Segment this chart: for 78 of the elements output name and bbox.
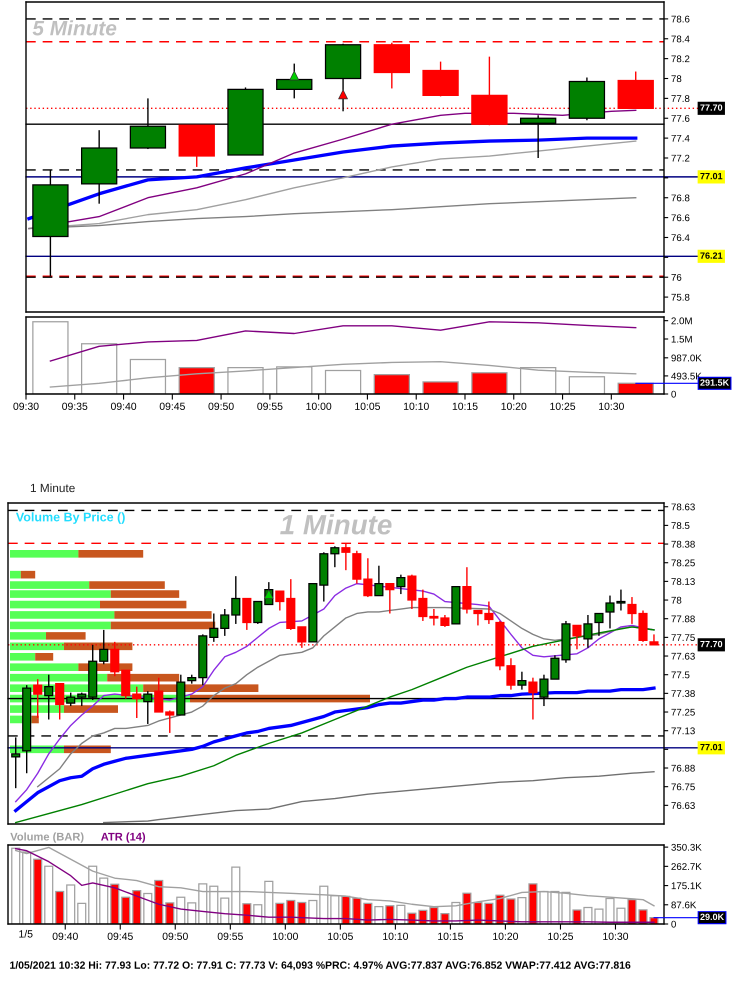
- y-tick-label: 87.6K: [671, 902, 696, 908]
- y-tick-label: 78.6: [671, 16, 690, 23]
- x-tick-label: 10:05: [328, 932, 353, 940]
- x-tick-label: 10:00: [273, 932, 298, 940]
- y-tick-label: 76.6: [671, 214, 690, 222]
- y-tick-label: 0: [671, 920, 676, 928]
- y-tick-label: 78: [671, 596, 682, 604]
- x-tick-label: 10:30: [599, 402, 624, 410]
- y-tick-label: 350.3K: [671, 844, 702, 851]
- y-tick-label: 262.7K: [671, 863, 702, 870]
- ref-line-label: 77.70: [700, 104, 722, 111]
- y-tick-label: 76.63: [671, 802, 695, 809]
- x-tick-label: 10:10: [404, 402, 429, 410]
- y-tick-label: 77.38: [671, 690, 695, 697]
- x-tick-label: 10:00: [306, 402, 332, 410]
- y-tick-label: 78.5: [671, 522, 690, 530]
- y-tick-label: 2.0M: [671, 317, 692, 324]
- x-tick-label: 09:45: [108, 932, 133, 940]
- annotation: 291.5K: [700, 379, 730, 386]
- ref-line-label: 77.70: [700, 640, 722, 648]
- y-tick-label: 77.88: [671, 615, 695, 622]
- ref-line-label: 77.01: [700, 172, 722, 180]
- y-tick-label: 77.25: [671, 708, 695, 716]
- text: 5 Minute: [32, 20, 116, 36]
- annotation: 29.0K: [700, 914, 724, 920]
- x-tick-label: 09:40: [52, 932, 78, 940]
- y-tick-label: 175.1K: [672, 882, 702, 890]
- x-tick-label: 10:05: [355, 402, 380, 410]
- chart-title: 1 Minute: [280, 514, 392, 535]
- y-tick-label: 77.75: [671, 634, 695, 641]
- y-tick-label: 78.25: [671, 559, 695, 566]
- y-tick-label: 77.2: [671, 154, 690, 162]
- y-tick-label: 987.0K: [671, 354, 702, 362]
- y-tick-label: 78.2: [671, 55, 690, 62]
- y-tick-label: 78: [671, 75, 682, 82]
- x-tick-label: 10:15: [438, 932, 463, 940]
- x-tick-label: 09:55: [257, 402, 282, 410]
- x-tick-label: 10:20: [502, 402, 526, 410]
- x-tick-label: 10:25: [550, 402, 576, 410]
- x-tick-label: 10:10: [383, 932, 408, 940]
- x-tick-label: 09:30: [13, 402, 39, 410]
- y-tick-label: 77.8: [671, 95, 690, 102]
- x-tick-label: 10:20: [493, 932, 518, 940]
- y-tick-label: 76.8: [671, 194, 690, 202]
- y-tick-label: 77.4: [671, 134, 690, 142]
- y-tick-label: 78.13: [671, 578, 695, 585]
- y-tick-label: 76: [671, 274, 682, 281]
- y-tick-label: 76.4: [671, 234, 690, 242]
- x-tick-label: 09:50: [208, 402, 234, 410]
- x-tick-label: 09:40: [110, 402, 136, 410]
- x-tick-label: 10:30: [603, 932, 628, 940]
- y-tick-label: 76.88: [671, 764, 695, 772]
- y-tick-label: 0: [671, 390, 676, 398]
- y-tick-label: 1.5M: [672, 336, 692, 343]
- x-axis-title: 1/5: [19, 930, 33, 938]
- text: ATR (14): [101, 832, 146, 843]
- y-tick-label: 493.5K: [671, 372, 702, 380]
- text: 1/05/2021 10:32 Hi: 77.93 Lo: 77.72 O: 77.91 C: 77.73 V: 64,093 %PRC: 4.97% AVG:77.837 AVG:76.852 VWAP:77.412 AVG:77.816: [10, 961, 630, 970]
- x-tick-label: 10:15: [452, 402, 478, 410]
- y-tick-label: 75.8: [671, 294, 690, 301]
- x-tick-label: 09:55: [218, 932, 243, 940]
- x-tick-label: 09:50: [162, 932, 188, 940]
- text: Volume By Price (): [16, 512, 125, 524]
- y-tick-label: 78.38: [671, 540, 695, 548]
- series-label: Volume (BAR): [10, 832, 84, 843]
- y-tick-label: 78.63: [671, 503, 695, 510]
- y-tick-label: 77.63: [671, 652, 695, 660]
- ref-line-label: 76.21: [700, 252, 722, 259]
- y-tick-label: 77.13: [671, 727, 695, 734]
- y-tick-label: 76.75: [671, 783, 695, 790]
- y-tick-label: 78.4: [671, 35, 690, 42]
- chart-subtitle: 1 Minute: [30, 483, 75, 492]
- y-tick-label: 77.5: [671, 672, 690, 678]
- y-tick-label: 77.6: [671, 114, 690, 122]
- x-tick-label: 09:45: [160, 402, 185, 410]
- x-tick-label: 10:25: [548, 932, 574, 940]
- x-tick-label: 09:35: [62, 402, 88, 410]
- ref-line-label: 77.01: [700, 744, 722, 750]
